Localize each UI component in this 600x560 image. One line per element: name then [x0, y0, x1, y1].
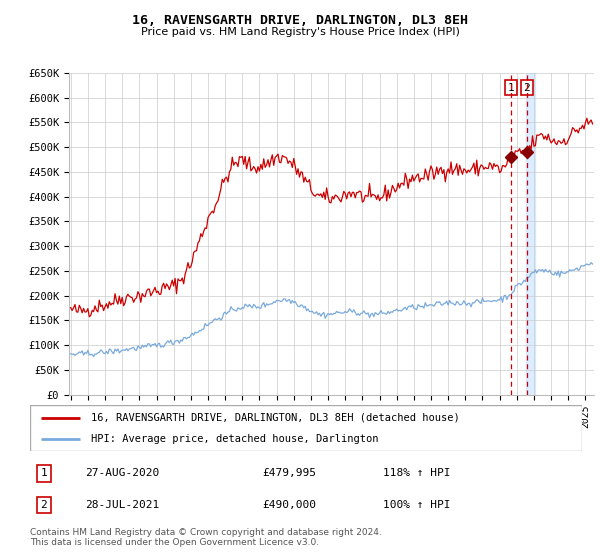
Text: 2: 2	[40, 500, 47, 510]
Text: £479,995: £479,995	[262, 468, 316, 478]
Text: Contains HM Land Registry data © Crown copyright and database right 2024.
This d: Contains HM Land Registry data © Crown c…	[30, 528, 382, 547]
Text: 28-JUL-2021: 28-JUL-2021	[85, 500, 160, 510]
Text: 1: 1	[508, 83, 514, 92]
Text: 100% ↑ HPI: 100% ↑ HPI	[383, 500, 451, 510]
Text: Price paid vs. HM Land Registry's House Price Index (HPI): Price paid vs. HM Land Registry's House …	[140, 27, 460, 37]
Bar	[526, 73, 535, 395]
Text: 2: 2	[523, 83, 530, 92]
Text: 1: 1	[40, 468, 47, 478]
Text: £490,000: £490,000	[262, 500, 316, 510]
Text: 16, RAVENSGARTH DRIVE, DARLINGTON, DL3 8EH: 16, RAVENSGARTH DRIVE, DARLINGTON, DL3 8…	[132, 14, 468, 27]
Text: 118% ↑ HPI: 118% ↑ HPI	[383, 468, 451, 478]
Text: 16, RAVENSGARTH DRIVE, DARLINGTON, DL3 8EH (detached house): 16, RAVENSGARTH DRIVE, DARLINGTON, DL3 8…	[91, 413, 460, 423]
Text: 27-AUG-2020: 27-AUG-2020	[85, 468, 160, 478]
Text: HPI: Average price, detached house, Darlington: HPI: Average price, detached house, Darl…	[91, 435, 378, 444]
